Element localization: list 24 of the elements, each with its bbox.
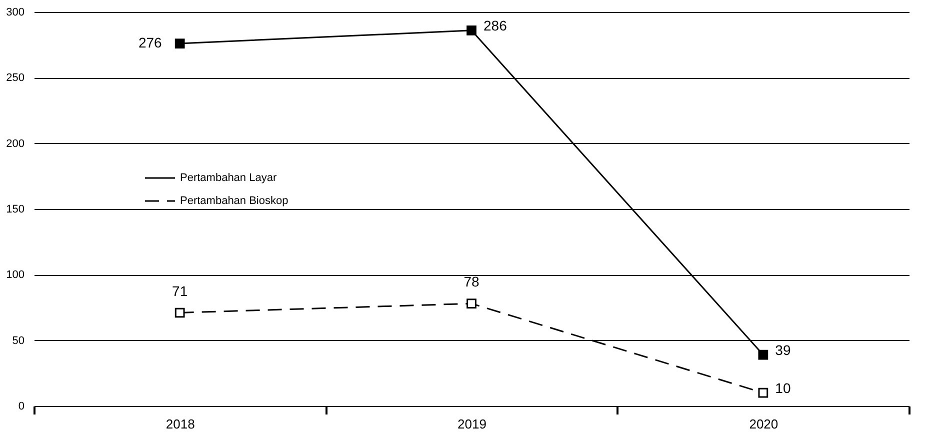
data-label: 10	[775, 380, 791, 396]
data-label: 39	[775, 342, 791, 358]
point	[758, 388, 768, 398]
point	[758, 350, 768, 360]
y-tick-label: 50	[12, 334, 24, 347]
y-tick-label: 250	[6, 72, 24, 84]
data-label: 78	[464, 274, 480, 290]
x-tick-label: 2018	[166, 416, 195, 432]
y-tick-label: 150	[6, 204, 24, 216]
point	[174, 308, 185, 318]
y-tick-label: 200	[6, 138, 24, 150]
legend-label: Pertambahan Layar	[180, 172, 277, 184]
legend-label: Pertambahan Bioskop	[180, 195, 288, 207]
y-tick-label: 300	[6, 6, 24, 18]
x-tick-label: 2020	[749, 416, 778, 432]
data-label: 286	[484, 17, 508, 34]
point	[466, 298, 476, 308]
data-label: 71	[172, 282, 188, 299]
point	[174, 38, 185, 48]
data-label: 276	[138, 34, 162, 51]
point	[466, 25, 476, 36]
y-tick-label: 100	[6, 269, 24, 282]
y-tick-label: 0	[18, 400, 24, 412]
x-tick-label: 2019	[458, 416, 486, 432]
